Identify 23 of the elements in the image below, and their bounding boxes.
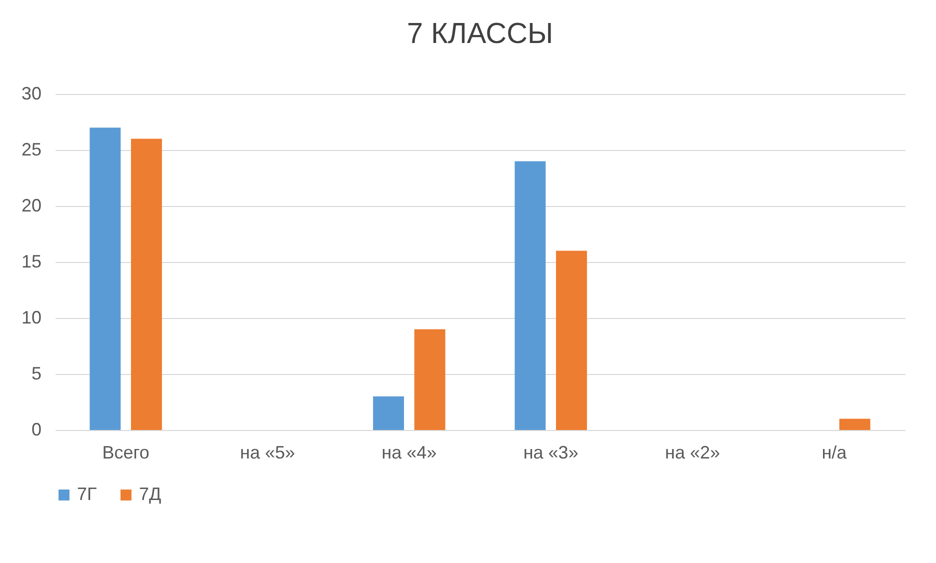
x-tick-label: на «3» (523, 442, 578, 462)
y-tick-label: 5 (31, 364, 42, 384)
x-tick-label: Всего (102, 442, 150, 462)
bar (556, 250, 587, 430)
bar (373, 396, 404, 430)
x-tick-label: на «5» (240, 442, 295, 462)
y-tick-label: 0 (31, 420, 42, 440)
bar (130, 138, 162, 430)
x-tick-label: на «2» (665, 442, 720, 462)
chart-title: 7 КЛАССЫ (406, 18, 554, 50)
y-tick-label: 25 (21, 140, 42, 160)
bar (90, 128, 121, 430)
legend-label: 7Г (77, 484, 98, 504)
bar (839, 418, 870, 430)
x-tick-label: н/а (822, 442, 848, 462)
y-tick-label: 15 (21, 252, 42, 272)
y-tick-label: 10 (21, 308, 42, 328)
y-tick-label: 30 (21, 84, 42, 104)
x-tick-label: на «4» (382, 442, 437, 462)
legend-label: 7Д (139, 484, 162, 504)
bar (414, 329, 446, 430)
y-tick-label: 20 (21, 196, 42, 216)
bar (514, 161, 546, 430)
